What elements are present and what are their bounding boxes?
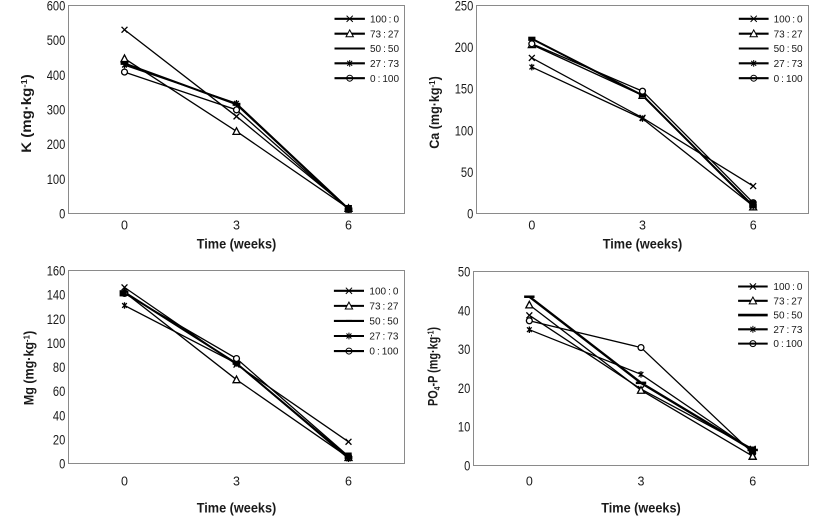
svg-text:6: 6 xyxy=(345,219,352,233)
svg-text:20: 20 xyxy=(53,432,65,447)
svg-text:Ca (mg·kg-1): Ca (mg·kg-1) xyxy=(427,76,442,149)
svg-text:PO4-P (mg·kg-1): PO4-P (mg·kg-1) xyxy=(426,327,443,406)
svg-text:Time (weeks): Time (weeks) xyxy=(601,500,681,515)
svg-text:0: 0 xyxy=(121,474,128,488)
svg-text:120: 120 xyxy=(47,312,66,327)
svg-text:0 : 100: 0 : 100 xyxy=(369,347,398,358)
svg-text:20: 20 xyxy=(458,381,470,396)
svg-text:6: 6 xyxy=(750,219,757,233)
svg-text:0: 0 xyxy=(526,474,533,488)
svg-text:40: 40 xyxy=(53,408,65,423)
svg-text:6: 6 xyxy=(345,474,352,488)
svg-text:Time (weeks): Time (weeks) xyxy=(603,237,683,252)
svg-text:160: 160 xyxy=(47,264,66,279)
svg-text:50 : 50: 50 : 50 xyxy=(370,44,399,55)
svg-text:0: 0 xyxy=(121,219,128,233)
svg-text:0 : 100: 0 : 100 xyxy=(774,74,803,85)
svg-text:27 : 73: 27 : 73 xyxy=(369,332,398,343)
svg-text:150: 150 xyxy=(455,82,474,97)
svg-text:500: 500 xyxy=(47,33,66,48)
svg-text:400: 400 xyxy=(47,68,66,83)
svg-text:0 : 100: 0 : 100 xyxy=(370,74,399,85)
svg-text:0: 0 xyxy=(59,457,65,472)
svg-text:600: 600 xyxy=(47,0,66,14)
svg-text:140: 140 xyxy=(47,288,66,303)
svg-text:300: 300 xyxy=(47,103,66,118)
svg-text:27 : 73: 27 : 73 xyxy=(774,59,803,70)
svg-text:50 : 50: 50 : 50 xyxy=(774,44,803,55)
svg-text:80: 80 xyxy=(53,360,65,375)
svg-text:0: 0 xyxy=(59,207,65,222)
svg-text:30: 30 xyxy=(458,342,470,357)
svg-text:27 : 73: 27 : 73 xyxy=(773,325,802,336)
svg-text:100 : 0: 100 : 0 xyxy=(774,14,803,25)
svg-text:50 : 50: 50 : 50 xyxy=(369,317,398,328)
svg-text:Mg (mg·kg-1): Mg (mg·kg-1) xyxy=(22,331,37,406)
svg-text:73 : 27: 73 : 27 xyxy=(773,296,802,307)
svg-text:0 : 100: 0 : 100 xyxy=(773,339,802,350)
svg-text:3: 3 xyxy=(639,219,646,233)
svg-text:50: 50 xyxy=(461,165,473,180)
svg-text:Time (weeks): Time (weeks) xyxy=(197,500,277,515)
svg-text:100: 100 xyxy=(47,172,66,187)
svg-text:100 : 0: 100 : 0 xyxy=(369,286,398,297)
svg-text:50 : 50: 50 : 50 xyxy=(773,311,802,322)
svg-text:Time (weeks): Time (weeks) xyxy=(197,237,277,252)
svg-text:3: 3 xyxy=(638,474,645,488)
svg-text:100 : 0: 100 : 0 xyxy=(773,282,802,293)
svg-text:50: 50 xyxy=(458,265,470,280)
svg-text:27 : 73: 27 : 73 xyxy=(370,59,399,70)
svg-text:10: 10 xyxy=(458,420,470,435)
svg-text:0: 0 xyxy=(467,207,473,222)
svg-text:100: 100 xyxy=(47,336,66,351)
svg-text:200: 200 xyxy=(47,137,66,152)
svg-text:200: 200 xyxy=(455,40,474,55)
svg-text:0: 0 xyxy=(464,459,470,474)
svg-text:60: 60 xyxy=(53,384,65,399)
svg-text:3: 3 xyxy=(233,474,240,488)
svg-text:K (mg·kg-1): K (mg·kg-1) xyxy=(19,74,34,153)
svg-text:250: 250 xyxy=(455,0,474,14)
svg-text:73 : 27: 73 : 27 xyxy=(369,301,398,312)
svg-text:3: 3 xyxy=(233,219,240,233)
svg-text:0: 0 xyxy=(528,219,535,233)
svg-text:73 : 27: 73 : 27 xyxy=(370,29,399,40)
svg-text:40: 40 xyxy=(458,303,470,318)
svg-text:100 : 0: 100 : 0 xyxy=(370,14,399,25)
svg-text:100: 100 xyxy=(455,123,474,138)
svg-text:6: 6 xyxy=(749,474,756,488)
svg-text:73 : 27: 73 : 27 xyxy=(774,29,803,40)
